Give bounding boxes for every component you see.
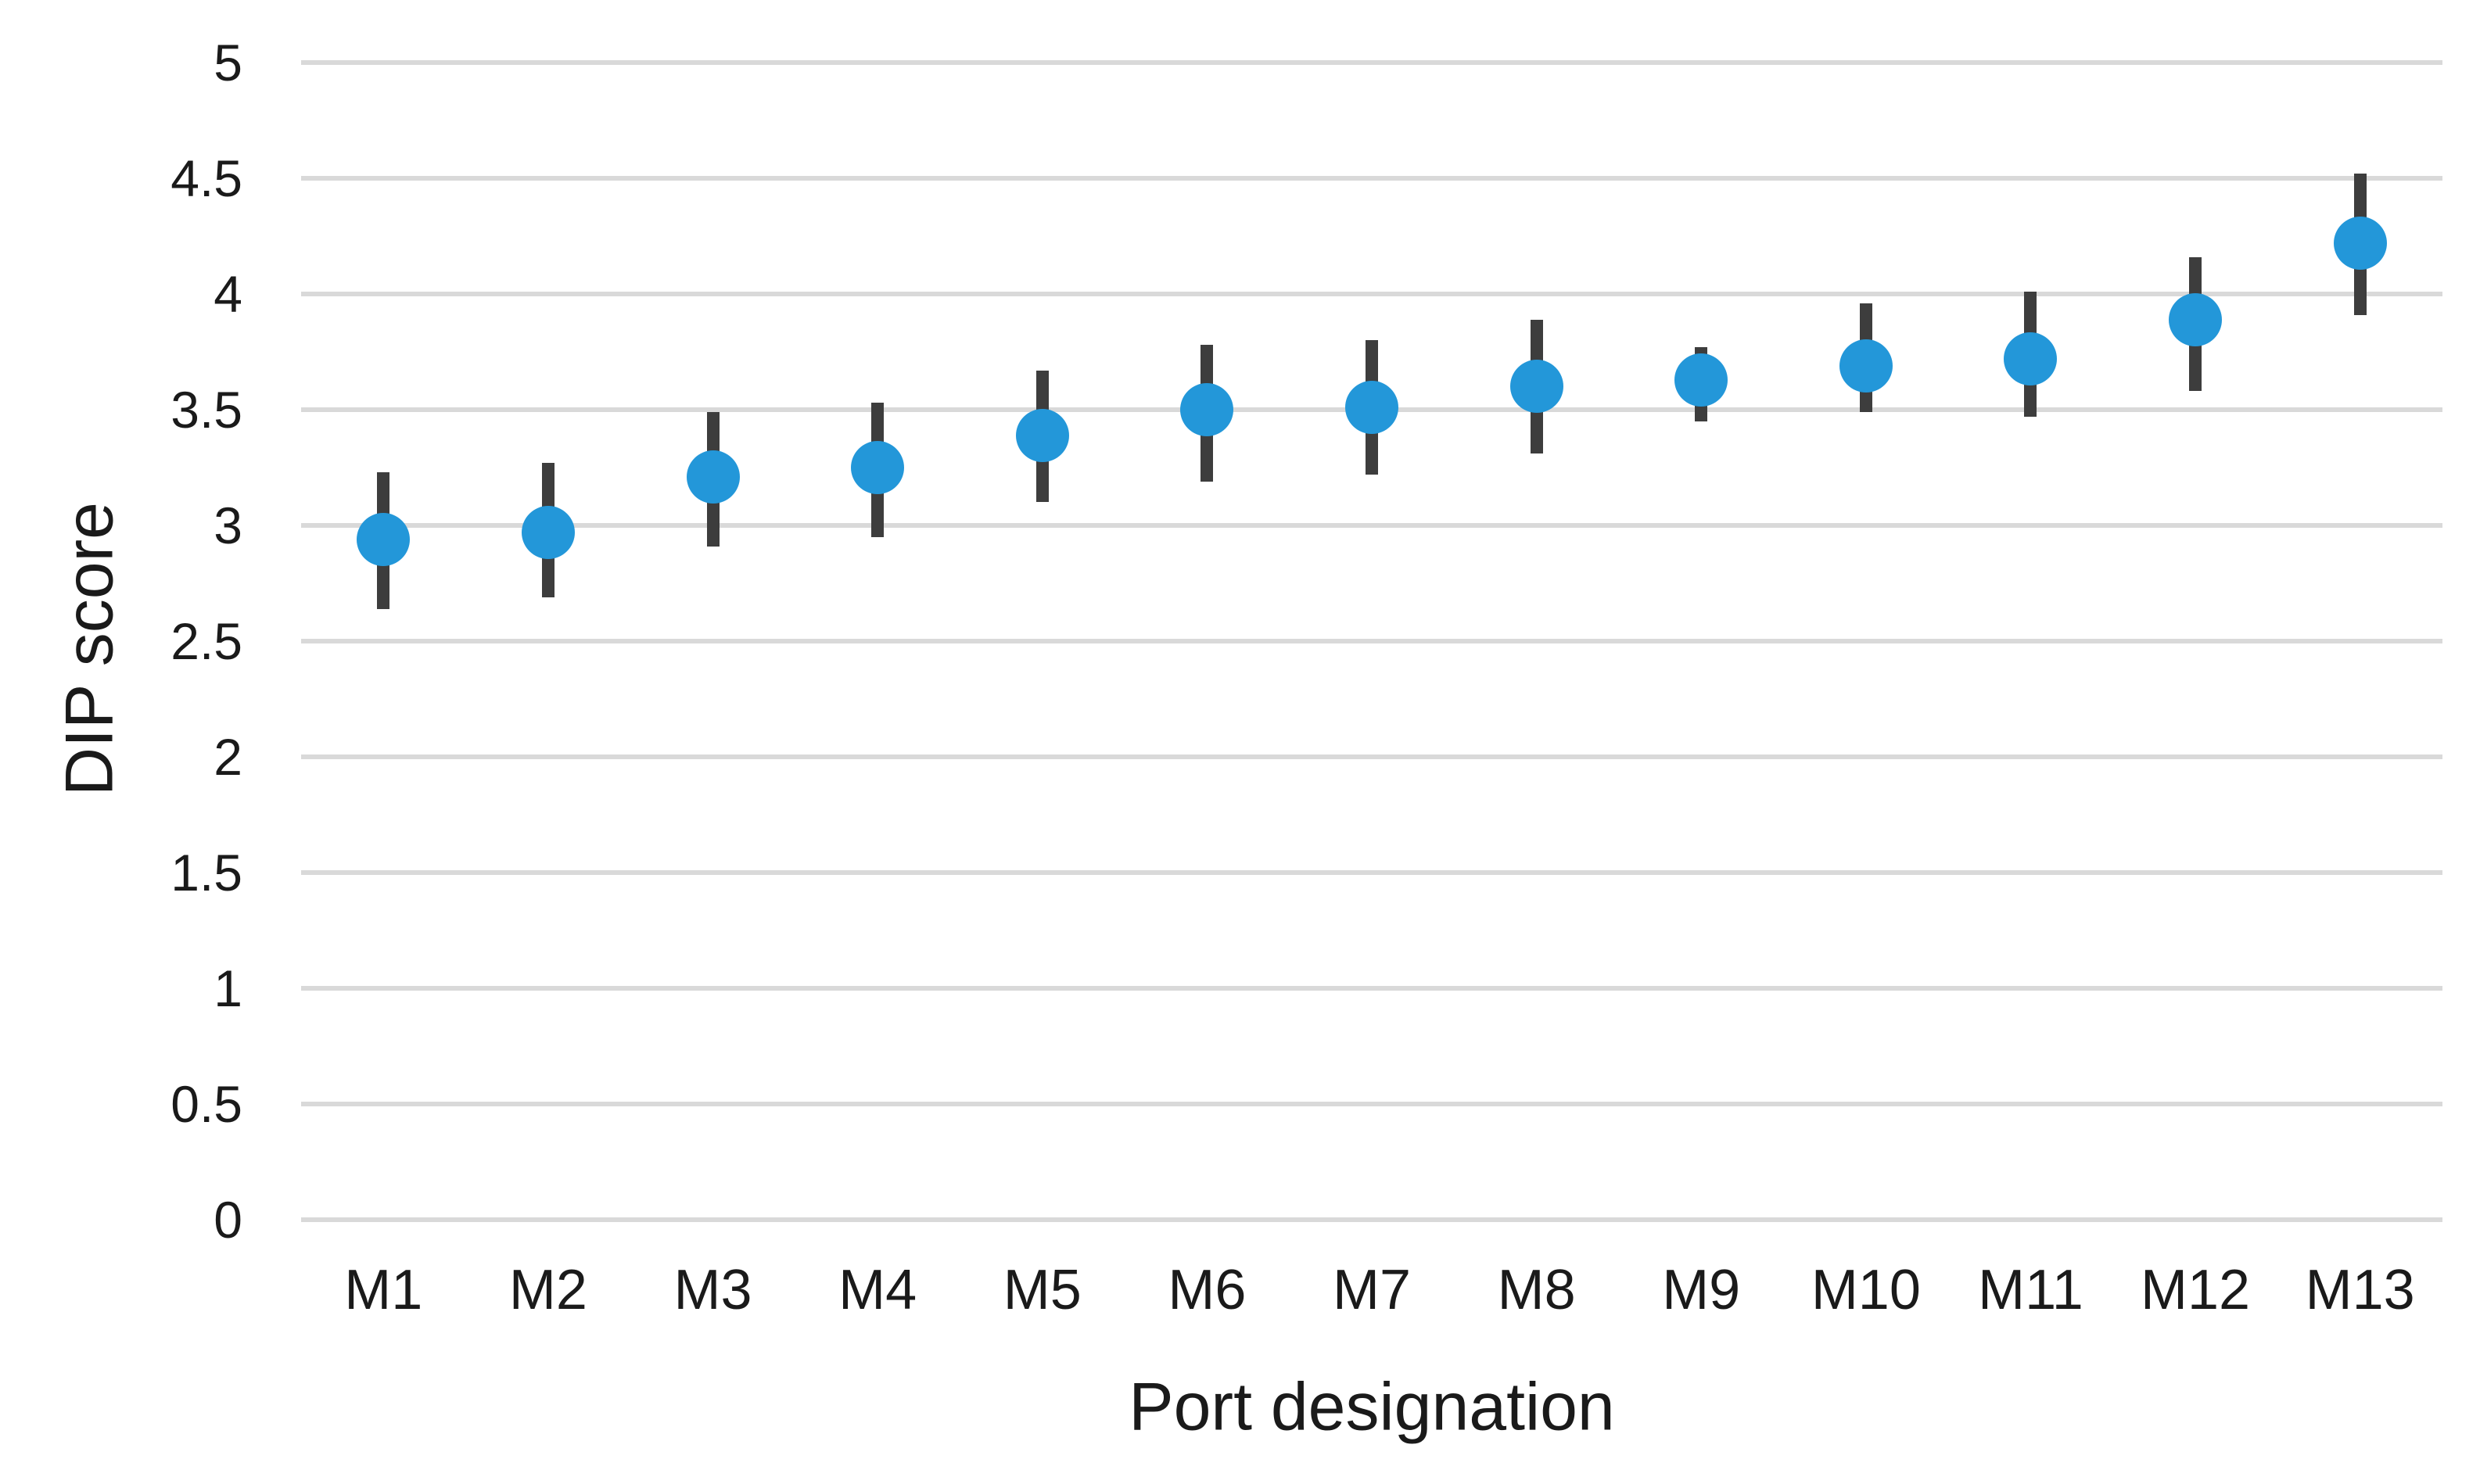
- x-tick-label: M5: [1003, 1259, 1082, 1321]
- gridline: [301, 639, 2442, 643]
- x-tick-label: M9: [1662, 1259, 1741, 1321]
- x-tick-label: M4: [838, 1259, 917, 1321]
- gridline: [301, 755, 2442, 759]
- data-point-marker: [1015, 408, 1069, 462]
- x-tick-label: M13: [2305, 1259, 2415, 1321]
- data-point-marker: [2333, 216, 2387, 270]
- x-tick-label: M11: [1978, 1259, 2083, 1321]
- y-tick-label: 0.5: [170, 1075, 242, 1133]
- data-point-marker: [1839, 339, 1893, 393]
- x-tick-label: M1: [344, 1259, 423, 1321]
- y-tick-label: 5: [214, 34, 242, 91]
- x-tick-label: M2: [508, 1259, 587, 1321]
- x-tick-label: M12: [2141, 1259, 2251, 1321]
- y-tick-label: 0: [214, 1191, 242, 1249]
- y-tick-label: 3.5: [170, 381, 242, 439]
- x-tick-label: M10: [1811, 1259, 1921, 1321]
- gridline: [301, 60, 2442, 65]
- y-tick-label: 1.5: [170, 844, 242, 902]
- data-point-marker: [357, 512, 411, 566]
- y-tick-label: 1: [214, 959, 242, 1017]
- data-point-marker: [1180, 383, 1234, 436]
- data-point-marker: [1674, 353, 1728, 407]
- x-axis-title: Port designation: [1129, 1369, 1615, 1445]
- data-point-marker: [851, 441, 905, 494]
- x-tick-label: M8: [1497, 1259, 1576, 1321]
- gridline: [301, 870, 2442, 875]
- x-tick-label: M7: [1332, 1259, 1412, 1321]
- data-point-marker: [1345, 381, 1398, 435]
- data-point-marker: [521, 505, 575, 559]
- gridline: [301, 1102, 2442, 1106]
- data-point-marker: [1509, 360, 1563, 414]
- data-point-marker: [686, 450, 740, 504]
- data-point-marker: [2004, 332, 2058, 385]
- y-axis-title: DIP score: [52, 502, 127, 796]
- gridline: [301, 523, 2442, 528]
- x-tick-label: M3: [673, 1259, 752, 1321]
- gridline: [301, 176, 2442, 181]
- gridline: [301, 1217, 2442, 1222]
- y-tick-label: 4: [214, 265, 242, 323]
- y-tick-label: 4.5: [170, 149, 242, 207]
- x-tick-label: M6: [1168, 1259, 1247, 1321]
- y-tick-label: 3: [214, 496, 242, 554]
- gridline: [301, 986, 2442, 991]
- data-point-marker: [2169, 292, 2223, 346]
- y-tick-label: 2.5: [170, 612, 242, 670]
- y-tick-label: 2: [214, 728, 242, 786]
- gridline: [301, 292, 2442, 296]
